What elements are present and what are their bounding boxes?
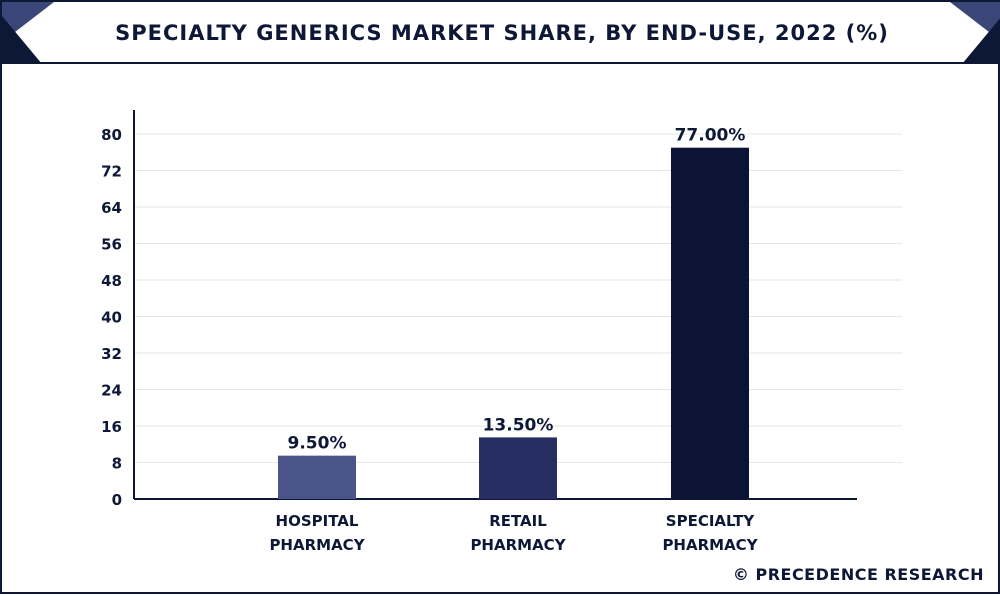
y-tick-label-3: 24 — [101, 382, 122, 400]
bar-1 — [479, 437, 557, 499]
y-tick-label-7: 56 — [101, 236, 122, 254]
y-tick-label-2: 16 — [101, 418, 122, 436]
y-tick-label-8: 64 — [101, 199, 122, 217]
y-tick-label-9: 72 — [101, 163, 122, 181]
x-tick-label-0-line-1: PHARMACY — [269, 536, 365, 554]
x-tick-label-0-line-0: HOSPITAL — [276, 512, 359, 530]
x-tick-label-1-line-1: PHARMACY — [470, 536, 566, 554]
data-label-2: 77.00% — [675, 126, 746, 146]
bar-2 — [671, 147, 749, 499]
left-corner-decoration — [2, 2, 54, 64]
y-tick-label-0: 0 — [112, 491, 122, 509]
bar-0 — [278, 455, 356, 499]
x-tick-label-2-line-0: SPECIALTY — [666, 512, 756, 530]
copyright-footer: © PRECEDENCE RESEARCH — [732, 565, 984, 584]
y-tick-label-6: 48 — [101, 272, 122, 290]
x-tick-label-2-line-1: PHARMACY — [662, 536, 758, 554]
y-tick-label-4: 32 — [101, 345, 122, 363]
y-tick-label-10: 80 — [101, 126, 122, 144]
y-tick-label-1: 8 — [112, 455, 122, 473]
right-corner-decoration — [950, 2, 1000, 64]
x-tick-label-1-line-0: RETAIL — [489, 512, 547, 530]
data-label-0: 9.50% — [288, 434, 347, 454]
data-label-1: 13.50% — [483, 415, 554, 435]
y-tick-label-5: 40 — [101, 309, 122, 327]
chart-header: SPECIALTY GENERICS MARKET SHARE, BY END-… — [2, 2, 1000, 64]
chart-title: SPECIALTY GENERICS MARKET SHARE, BY END-… — [115, 21, 889, 45]
